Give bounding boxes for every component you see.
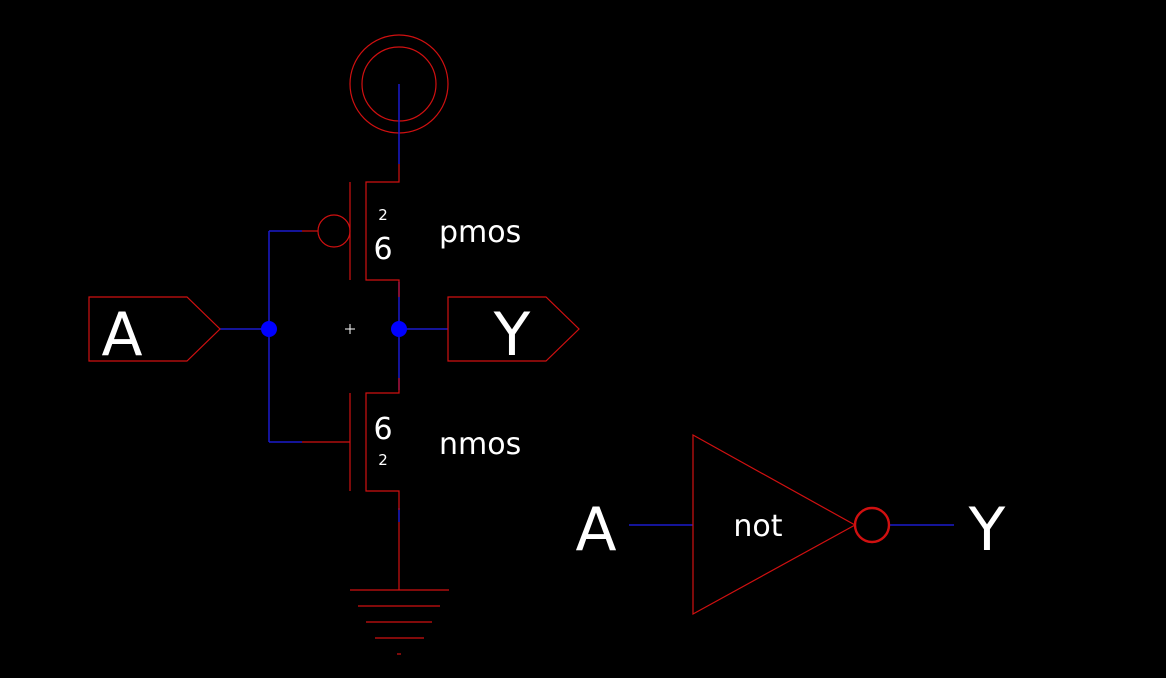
nmos-transistor[interactable]	[302, 378, 400, 510]
symbol-output-label: Y	[968, 495, 1006, 565]
input-node[interactable]	[261, 321, 277, 337]
nmos-name: nmos	[439, 427, 521, 462]
input-pin-shape[interactable]	[88, 296, 221, 362]
wires	[220, 84, 954, 526]
symbol-input-label: A	[575, 495, 616, 565]
nmos-width: 6	[373, 412, 392, 447]
pmos-transistor[interactable]	[302, 164, 400, 297]
pmos-length: 2	[378, 206, 388, 224]
input-pin-label: A	[101, 300, 142, 370]
not-gate-symbol[interactable]	[692, 433, 891, 616]
pmos-width: 6	[373, 232, 392, 267]
ground-symbol[interactable]	[350, 522, 449, 655]
output-pin-shape[interactable]	[447, 296, 580, 362]
gate-label: not	[733, 509, 782, 544]
output-node[interactable]	[391, 321, 407, 337]
cursor-crosshair-icon	[345, 324, 355, 334]
pmos-name: pmos	[439, 215, 521, 250]
nmos-length: 2	[378, 451, 388, 469]
output-pin-label: Y	[493, 300, 531, 370]
inversion-bubble	[853, 506, 891, 544]
